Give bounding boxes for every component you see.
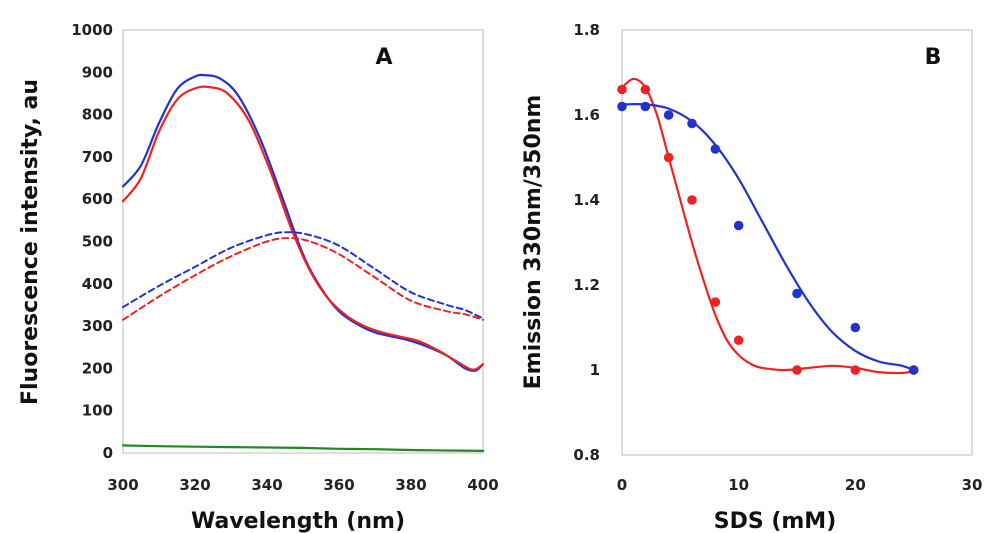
panel-b-data-point-2 (792, 288, 802, 299)
panel-b-data-point-1 (640, 84, 651, 95)
panel-a-label: A (375, 45, 392, 70)
panel-a-x-axis-title: Wavelength (nm) (191, 509, 405, 533)
panel-a-x-tick-label: 300 (107, 476, 138, 494)
panel-b-data-point-1 (617, 84, 627, 95)
panel-a-x-tick-label: 380 (395, 476, 426, 494)
panel-b-y-tick-label: 1.4 (573, 191, 600, 209)
panel-b-x-tick-label: 20 (845, 476, 866, 494)
panel-b-data-point-2 (908, 365, 919, 375)
panel-a-series-line-3 (122, 231, 484, 320)
panel-a-y-tick-label: 400 (82, 275, 113, 293)
panel-a-series-line-5 (121, 444, 485, 452)
panel-b-data-point-1 (710, 297, 721, 307)
panel-a-chart: 300 320 340 360 380 400 0 100 200 300 400 500 600 700… (18, 21, 499, 533)
panel-b-chart: 0 10 20 30 0.8 1 1.2 1.4 1.6 1.8 B SDS (mM) Emiss… (521, 21, 982, 533)
panel-b-x-tick-label: 10 (728, 476, 749, 494)
panel-a-y-tick-label: 100 (82, 402, 113, 420)
panel-b-fit-line-1 (620, 77, 915, 375)
panel-b-data-point-1 (850, 365, 861, 375)
panel-b-x-tick-label: 30 (962, 476, 983, 494)
panel-a-y-tick-label: 600 (82, 190, 113, 208)
panel-b-y-axis-title: Emission 330nm/350nm (521, 95, 546, 390)
panel-b-data-point-2 (687, 118, 697, 129)
panel-a-x-tick-label: 340 (251, 476, 282, 494)
panel-a-series-line-1 (121, 73, 485, 372)
panel-b-x-tick-label: 0 (617, 476, 627, 494)
panel-b-data-point-1 (687, 195, 697, 205)
panel-a-y-tick-label: 800 (82, 106, 113, 124)
panel-a-y-tick-label: 1000 (71, 21, 113, 39)
panel-a-y-tick-label: 200 (82, 359, 113, 377)
panel-a-series-line-2 (121, 85, 485, 371)
panel-b-data-point-1 (733, 335, 744, 346)
panel-b-y-tick-label: 1.8 (573, 21, 600, 39)
panel-a-plot-frame (122, 29, 484, 454)
panel-b-data-point-2 (733, 220, 744, 231)
panel-a-y-tick-label: 300 (82, 317, 113, 335)
panel-b-fit-line-2 (620, 102, 915, 372)
panel-b-plot-frame (621, 29, 973, 456)
panel-b-y-tick-label: 0.8 (573, 446, 600, 464)
panel-a-series-line-4 (122, 237, 484, 321)
panel-a-y-axis-title: Fluorescence intensity, au (18, 79, 43, 405)
panel-b-y-tick-label: 1.2 (573, 276, 600, 294)
panel-b-data-point-1 (663, 152, 674, 163)
panel-b-data-point-1 (792, 365, 802, 375)
panel-a-y-tick-label: 900 (82, 63, 113, 81)
panel-a-y-tick-label: 0 (103, 444, 113, 462)
panel-a-series (121, 73, 485, 452)
panel-a-y-tick-label: 500 (82, 233, 113, 251)
panel-b-data-point-2 (850, 322, 861, 333)
panel-b-x-axis-title: SDS (mM) (714, 509, 837, 533)
panel-a-tick-labels: 300 320 340 360 380 400 0 100 200 300 400 500 600 700… (71, 21, 498, 494)
panel-b-data-point-2 (710, 144, 721, 154)
panel-b-tick-labels: 0 10 20 30 0.8 1 1.2 1.4 1.6 1.8 (573, 21, 982, 494)
panel-b-data-point-2 (640, 101, 651, 112)
panel-a-y-tick-label: 700 (82, 148, 113, 166)
panel-a-x-tick-label: 400 (467, 476, 498, 494)
panel-a-x-tick-label: 360 (323, 476, 354, 494)
panel-b-label: B (925, 45, 942, 70)
panel-a-x-tick-label: 320 (179, 476, 210, 494)
panel-b-data-point-2 (617, 101, 627, 112)
panel-b-data-point-2 (663, 110, 674, 120)
panel-b-y-tick-label: 1.6 (573, 106, 600, 124)
panel-b-series (617, 77, 919, 375)
panel-b-y-tick-label: 1 (590, 361, 600, 379)
